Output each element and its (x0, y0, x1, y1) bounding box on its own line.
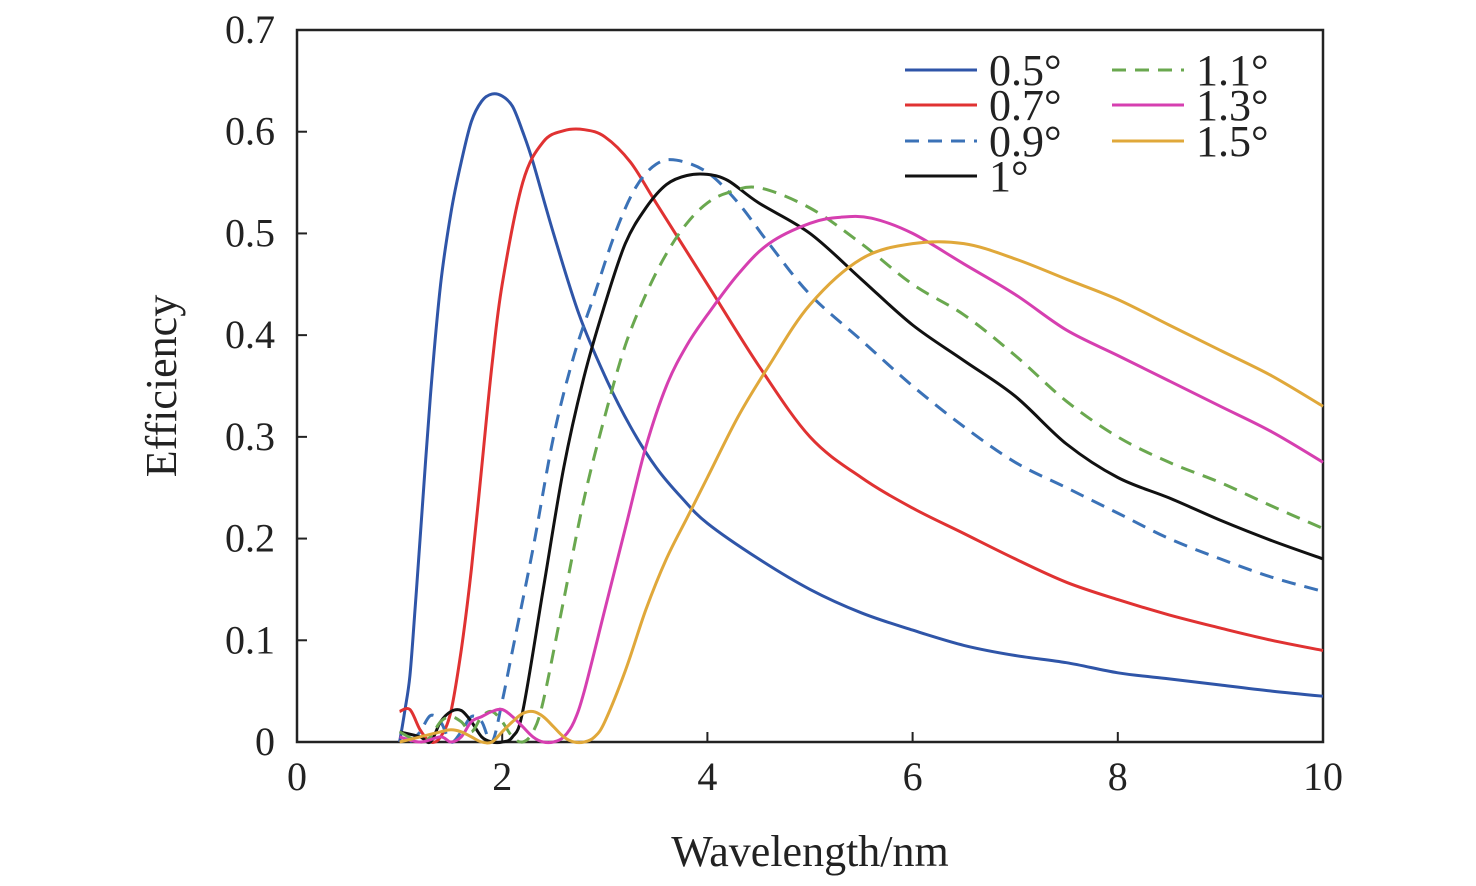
x-tick-label-4: 8 (1108, 754, 1128, 799)
x-tick-label-5: 10 (1303, 754, 1343, 799)
y-tick-label-2: 0.2 (225, 516, 275, 561)
x-tick-label-3: 6 (903, 754, 923, 799)
series-lines (398, 92, 1324, 745)
legend-label-4: 1.1° (1196, 46, 1269, 95)
legend-label-3: 1° (989, 152, 1029, 201)
legend-label-2: 0.9° (989, 117, 1062, 166)
series-line-3 (399, 172, 1324, 745)
legend: 0.5°0.7°0.9°1° 1.1°1.3°1.5° (905, 46, 1269, 201)
y-tick-label-4: 0.4 (225, 312, 275, 357)
series-line-0 (398, 92, 1324, 743)
series-line-2 (408, 158, 1324, 744)
legend-label-0: 0.5° (989, 46, 1062, 95)
x-tick-label-2: 4 (697, 754, 717, 799)
legend-label-5: 1.3° (1196, 81, 1269, 130)
y-axis-tick-labels: 0 0.1 0.2 0.3 0.4 0.5 0.6 0.7 (225, 7, 275, 764)
series-line-6 (399, 240, 1324, 745)
x-axis-tick-labels: 0 2 4 6 8 10 (287, 754, 1343, 799)
x-axis-title: Wavelength/nm (671, 827, 949, 876)
x-tick-label-1: 2 (492, 754, 512, 799)
y-tick-label-3: 0.3 (225, 414, 275, 459)
plot-frame (295, 28, 1325, 744)
y-axis-title: Efficiency (137, 295, 186, 477)
series-line-4 (398, 185, 1324, 744)
y-tick-label-7: 0.7 (225, 7, 275, 52)
y-tick-label-1: 0.1 (225, 617, 275, 662)
y-tick-label-0: 0 (255, 719, 275, 764)
y-tick-label-5: 0.5 (225, 210, 275, 255)
series-line-5 (399, 214, 1324, 745)
axis-ticks (296, 29, 1324, 743)
plot-area-border (295, 28, 1325, 744)
x-tick-label-0: 0 (287, 754, 307, 799)
legend-label-6: 1.5° (1196, 117, 1269, 166)
y-tick-label-6: 0.6 (225, 109, 275, 154)
legend-label-1: 0.7° (989, 81, 1062, 130)
series-line-1 (399, 127, 1324, 744)
